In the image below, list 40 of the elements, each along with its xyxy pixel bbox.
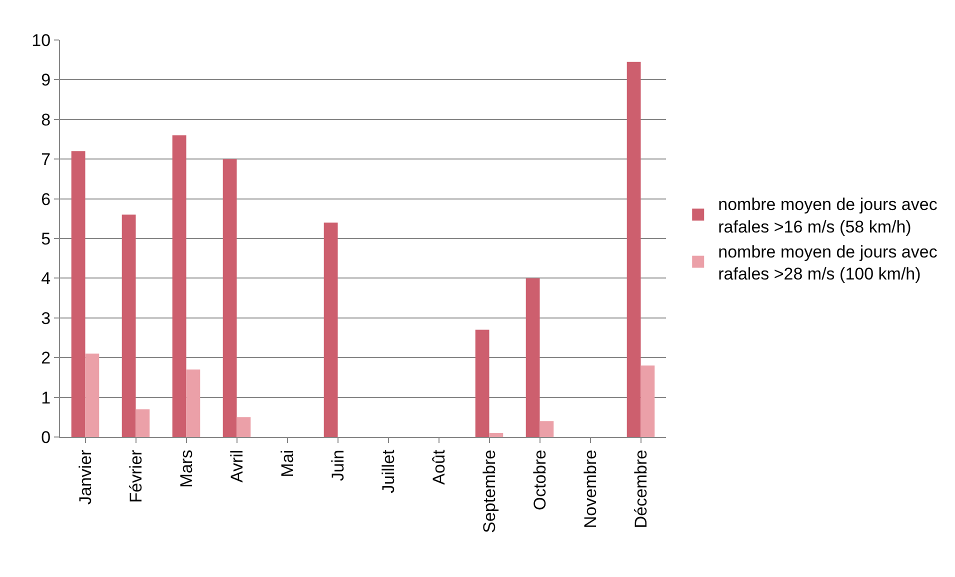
x-tick-label: Décembre xyxy=(631,450,650,528)
x-tick-label: Février xyxy=(126,449,146,503)
y-tick-label: 7 xyxy=(41,150,51,170)
x-tick-label: Juillet xyxy=(378,450,398,494)
bar xyxy=(236,417,251,437)
y-tick-label: 3 xyxy=(41,308,51,328)
y-tick-label: 5 xyxy=(41,229,51,248)
y-tick-label: 0 xyxy=(41,428,51,447)
x-tick-label: Août xyxy=(429,450,448,485)
bar xyxy=(626,62,641,437)
x-tick-label: Novembre xyxy=(580,450,600,528)
bar xyxy=(85,354,100,437)
bar xyxy=(71,151,86,437)
bar xyxy=(540,421,554,437)
x-tick-label: Mars xyxy=(176,450,196,488)
y-tick-label: 4 xyxy=(41,269,51,288)
bar xyxy=(489,433,504,437)
x-tick-label: Octobre xyxy=(530,450,550,510)
bar xyxy=(526,278,540,437)
bar xyxy=(136,409,150,437)
bar xyxy=(324,222,338,437)
bar xyxy=(222,159,237,437)
legend-label: nombre moyen de jours avec rafales >28 m/s (100 km/h) xyxy=(718,242,938,284)
y-tick-label: 8 xyxy=(41,110,51,130)
x-tick-label: Avril xyxy=(227,450,246,483)
y-tick-label: 2 xyxy=(41,348,51,368)
y-tick-label: 9 xyxy=(41,70,51,90)
y-tick-label: 10 xyxy=(32,30,51,50)
y-tick-label: 1 xyxy=(41,388,51,408)
x-tick-label: Janvier xyxy=(76,449,95,505)
bar xyxy=(122,214,136,437)
x-tick-label: Septembre xyxy=(480,450,499,533)
bar xyxy=(640,366,655,437)
x-tick-label: Mai xyxy=(278,450,297,478)
bar xyxy=(475,330,490,437)
bar xyxy=(186,370,200,437)
bar xyxy=(172,135,186,437)
y-tick-label: 6 xyxy=(41,190,51,209)
legend-label: nombre moyen de jours avec rafales >16 m/s (58 km/h) xyxy=(718,195,938,236)
x-tick-label: Juin xyxy=(328,450,348,481)
